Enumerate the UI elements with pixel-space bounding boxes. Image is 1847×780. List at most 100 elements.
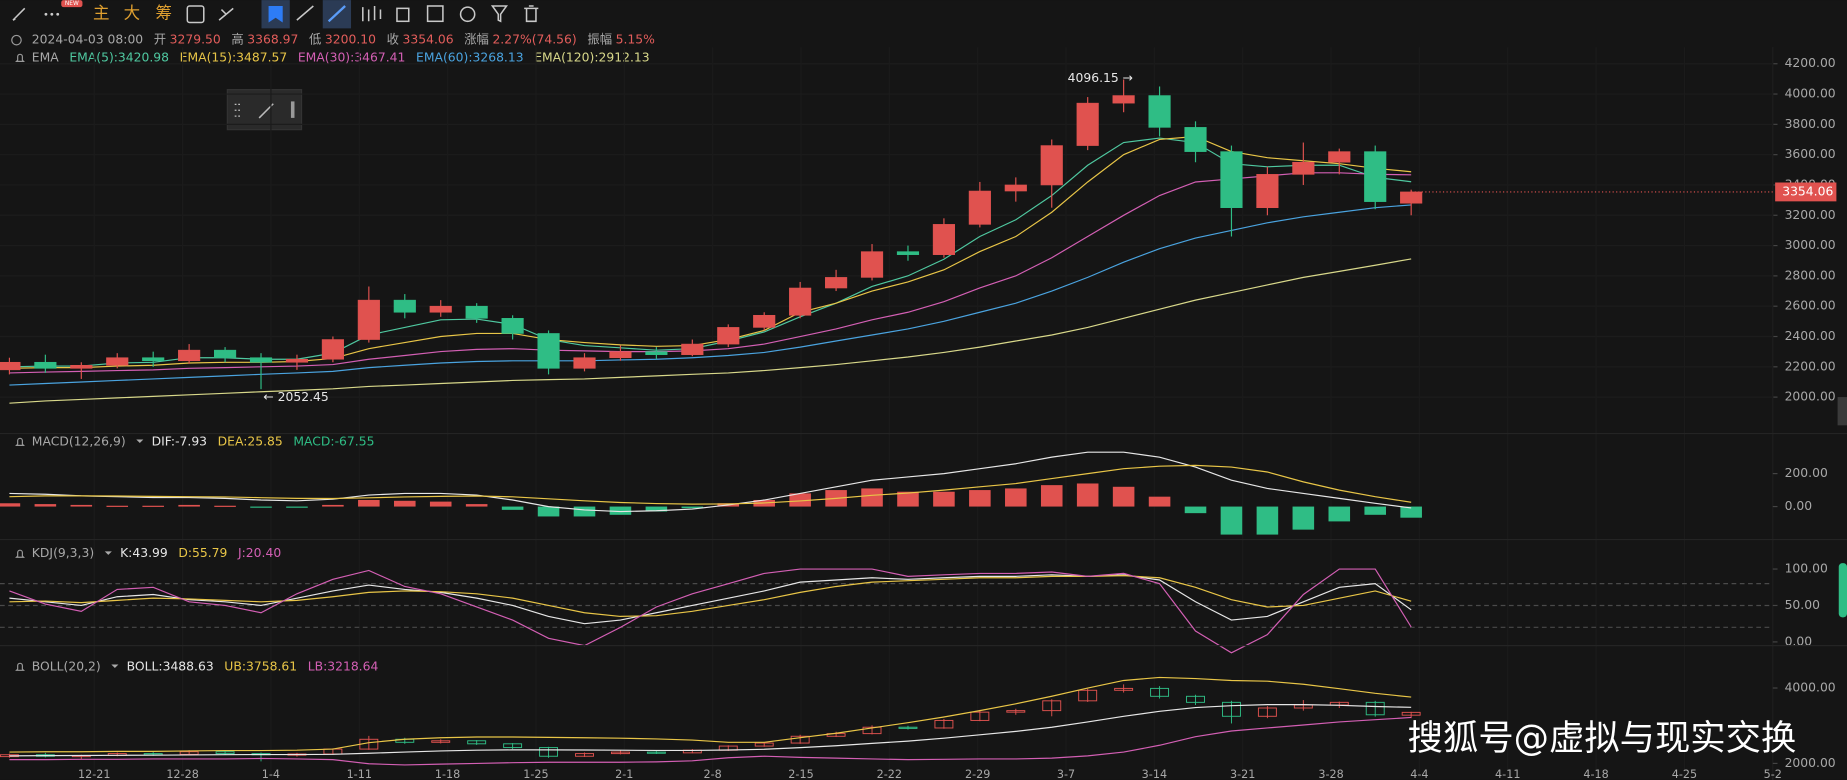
tool-lock[interactable] — [396, 7, 410, 23]
macd-bar — [286, 506, 308, 508]
field-value: 3200.10 — [325, 33, 376, 47]
tool-big[interactable]: 大 — [124, 4, 140, 23]
scroll-indicator[interactable] — [1838, 563, 1847, 618]
y-tick-label: 2800.00 — [1785, 268, 1836, 282]
candle-body — [1220, 151, 1243, 208]
x-tick-label: 1-25 — [523, 768, 548, 780]
min-label: ← 2052.45 — [263, 390, 328, 404]
y-tick-label: 2000.00 — [1785, 390, 1836, 404]
tool-bookmark[interactable] — [268, 5, 283, 23]
x-tick-label: 12-28 — [166, 768, 199, 780]
tool-magnet[interactable] — [459, 6, 476, 23]
macd-bar — [178, 504, 200, 507]
macd-bar — [1005, 488, 1027, 507]
macd-bar — [933, 491, 955, 507]
tool-candles[interactable] — [362, 5, 382, 22]
candle-body — [467, 740, 487, 745]
candle-body — [503, 743, 523, 749]
legend-entry: EMA(120):2912.13 — [534, 50, 649, 64]
macd-bar — [573, 506, 596, 517]
candle-body — [932, 224, 955, 255]
candle-body — [501, 318, 524, 334]
macd-bar — [1400, 506, 1422, 518]
macd-bar — [1148, 496, 1171, 507]
candle-body — [539, 747, 559, 757]
tool-filter[interactable] — [490, 5, 508, 23]
macd-bar — [358, 499, 380, 507]
candle-body — [1364, 151, 1387, 202]
tool-note[interactable] — [426, 5, 444, 23]
alert-icon — [15, 437, 25, 446]
candle-body — [70, 365, 93, 369]
macd-bar — [1184, 506, 1207, 514]
x-tick-label: 2-8 — [704, 768, 722, 780]
indicator-line — [9, 464, 1412, 505]
candle-body — [1042, 700, 1062, 712]
macd-bar — [250, 506, 272, 508]
candle-body — [609, 351, 632, 359]
y-tick-label: 0.00 — [1785, 499, 1813, 513]
x-tick-label: 3-21 — [1230, 768, 1255, 780]
tool-more — [50, 12, 54, 16]
legend-entry: DEA:25.85 — [218, 434, 283, 448]
tool-line[interactable] — [12, 7, 26, 21]
legend-entry: LB:3218.64 — [308, 659, 379, 673]
macd-bar — [214, 505, 236, 507]
y-tick-label: 4200.00 — [1785, 56, 1836, 70]
macd-bar — [897, 491, 919, 507]
indicator-line — [9, 676, 1412, 753]
info-icon — [11, 34, 22, 46]
y-tick-label: 0.00 — [1785, 634, 1813, 648]
candle-body — [215, 751, 235, 755]
indicator-line — [9, 574, 1412, 625]
candle-body — [0, 361, 21, 371]
macd-bar — [537, 506, 560, 517]
tool-chip[interactable]: 筹 — [155, 4, 171, 23]
y-tick-label: 2400.00 — [1785, 329, 1836, 343]
candle-body — [1328, 151, 1351, 163]
candle-body — [465, 305, 488, 319]
field-label: 开 — [154, 33, 166, 47]
macd-bar — [1040, 485, 1063, 507]
legend-entry: EMA(60):3268.13 — [416, 50, 524, 64]
tool-main[interactable]: 主 — [93, 4, 109, 23]
candle-body — [1401, 711, 1421, 716]
candle-body — [1006, 710, 1026, 713]
tool-draw[interactable] — [327, 5, 346, 23]
field-value: 5.15% — [616, 33, 656, 47]
x-tick-label: 4-25 — [1672, 768, 1697, 780]
tool-ruler[interactable] — [296, 5, 314, 21]
macd-bar — [1364, 506, 1387, 515]
macd-bar — [789, 493, 811, 507]
candle-body — [431, 740, 451, 743]
tool-icon[interactable] — [218, 7, 234, 21]
x-tick-label: 2-29 — [965, 768, 990, 780]
badge — [61, 0, 83, 8]
scroll-handle[interactable] — [1837, 397, 1847, 426]
tool-icon[interactable] — [186, 5, 205, 24]
badge-text: NEW — [65, 1, 79, 7]
field-label: 低 — [309, 33, 321, 47]
x-tick-label: 3-28 — [1318, 768, 1343, 780]
tool-more[interactable] — [44, 12, 48, 16]
datetime: 2024-04-03 08:00 — [32, 33, 144, 47]
candle-body — [1221, 701, 1241, 717]
field-value: 3368.97 — [247, 33, 298, 47]
alert-icon — [15, 549, 25, 558]
macd-bar — [609, 506, 632, 515]
legend-entry: UB:3758.61 — [224, 659, 297, 673]
tool-delete[interactable] — [524, 5, 539, 23]
candle-body — [1400, 191, 1423, 204]
field-label: 高 — [231, 32, 243, 47]
width-tool[interactable] — [290, 101, 295, 118]
candle-body — [1257, 707, 1277, 717]
x-tick-label: 1-18 — [435, 768, 460, 780]
alert-icon — [15, 662, 25, 671]
macd-bar — [501, 506, 524, 510]
drag-handle[interactable] — [234, 103, 241, 117]
candle-body — [178, 349, 201, 362]
legend-entry: BOLL:3488.63 — [127, 659, 214, 673]
legend-entry: J:20.40 — [237, 546, 281, 560]
field-value: 2.27%(74.56) — [492, 33, 576, 47]
last-price-tag — [1775, 182, 1837, 202]
